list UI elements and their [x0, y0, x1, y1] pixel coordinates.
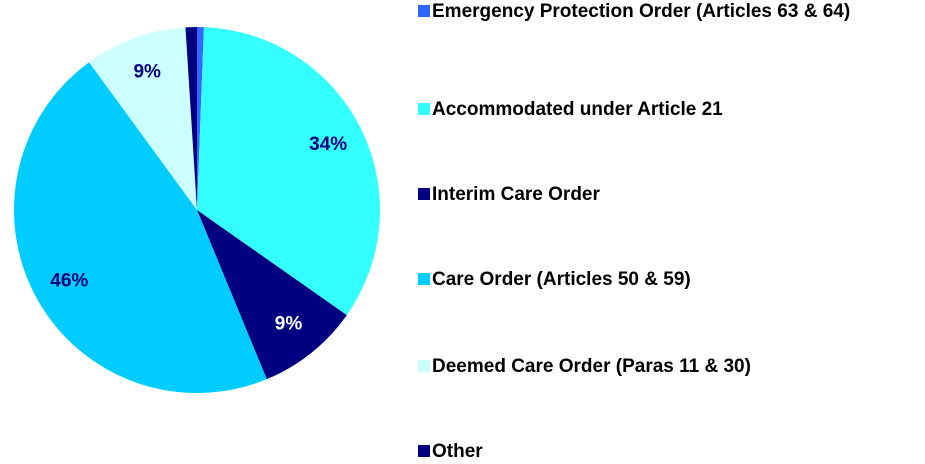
pie-slice	[185, 27, 197, 210]
legend-label: Care Order (Articles 50 & 59)	[432, 269, 691, 290]
data-label: 46%	[50, 271, 88, 292]
data-label: 9%	[133, 61, 161, 82]
legend-label: Other	[432, 441, 483, 462]
legend-swatch	[418, 360, 430, 372]
legend-swatch	[418, 445, 430, 457]
pie-slice	[197, 210, 347, 380]
legend-label: Accommodated under Article 21	[432, 99, 723, 120]
legend-label: Emergency Protection Order (Articles 63 …	[432, 1, 851, 22]
pie-chart: 34% 9% 46% 9%	[14, 27, 380, 393]
legend-swatch	[418, 273, 430, 285]
pie-slice	[89, 27, 197, 210]
pie-slice	[197, 27, 204, 210]
legend-swatch	[418, 5, 430, 17]
pie-slice	[14, 62, 267, 393]
pie-slice	[197, 27, 380, 316]
data-label: 9%	[275, 313, 303, 334]
legend-swatch	[418, 188, 430, 200]
legend-label: Interim Care Order	[432, 184, 600, 205]
legend-label: Deemed Care Order (Paras 11 & 30)	[432, 356, 751, 377]
data-label: 34%	[309, 134, 347, 155]
legend-swatch	[418, 103, 430, 115]
